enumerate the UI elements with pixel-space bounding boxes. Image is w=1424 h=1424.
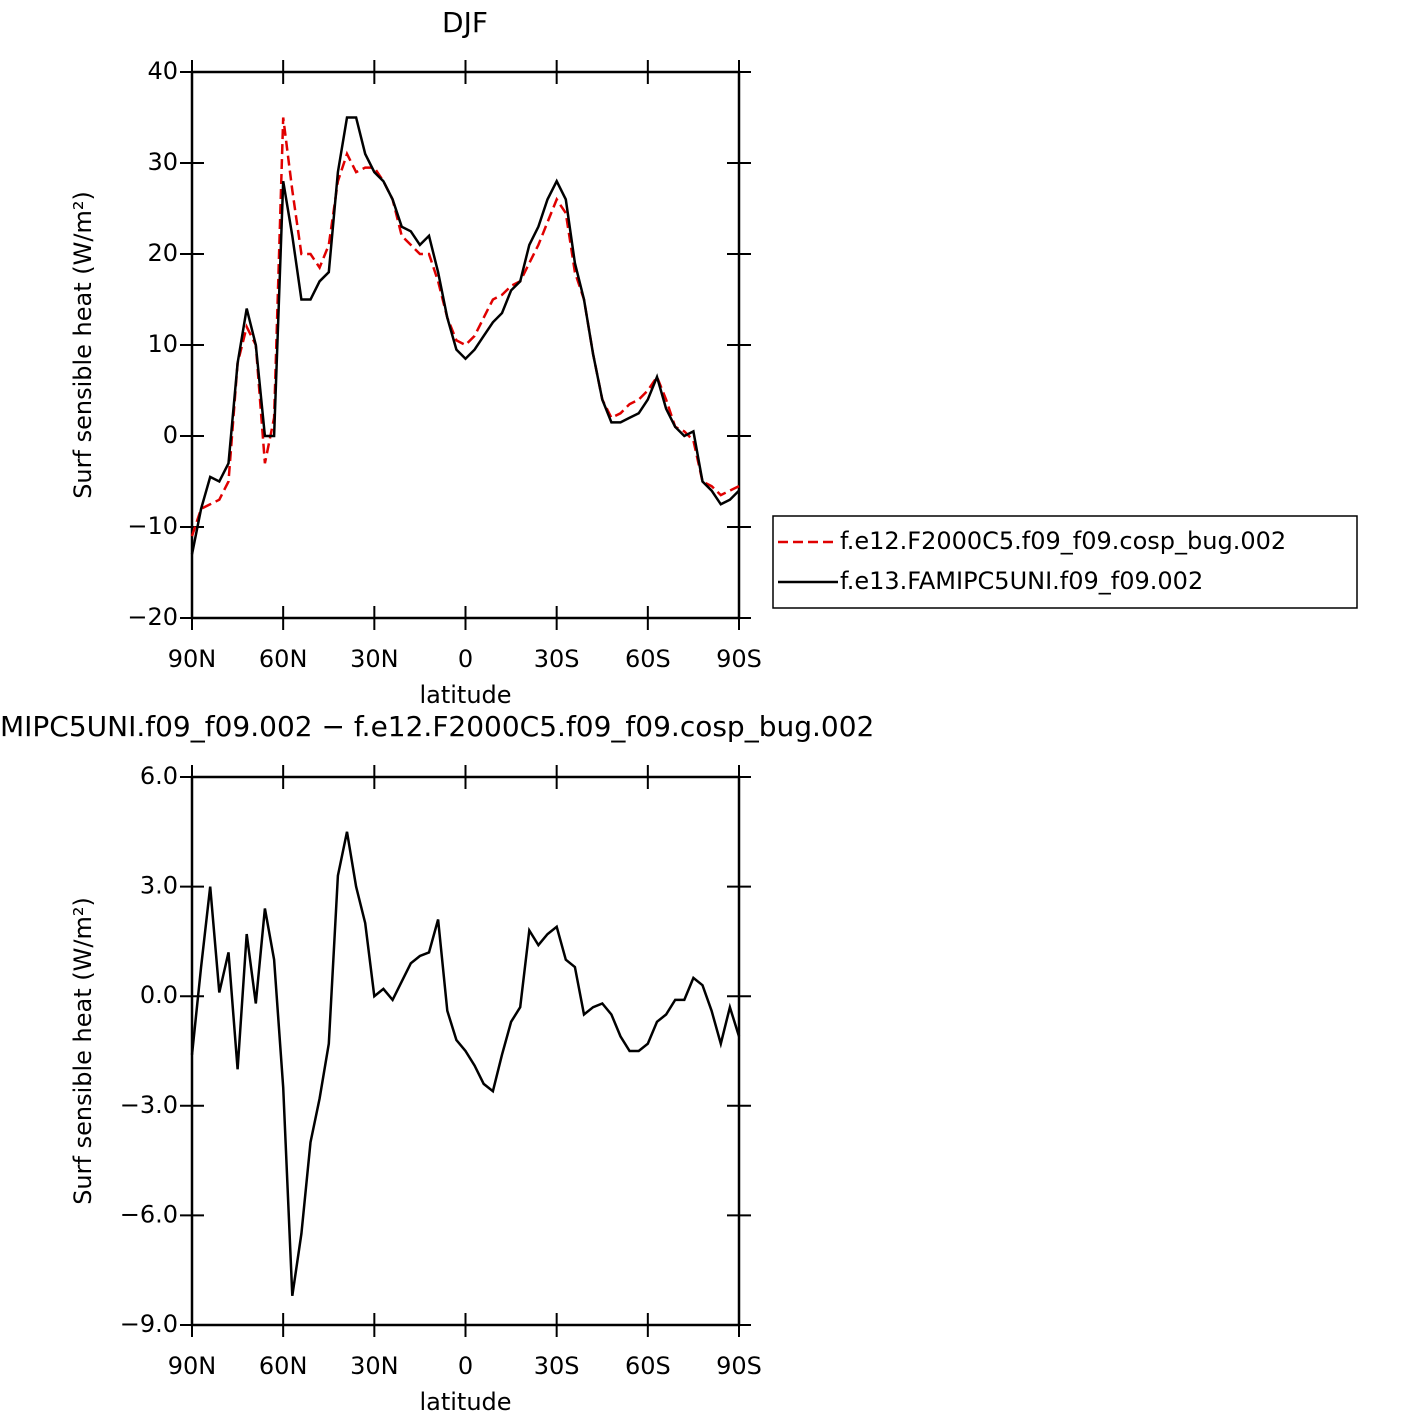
legend-box [772, 515, 1358, 609]
x-tick-label: 60N [259, 645, 308, 673]
y-tick-label: −9.0 [120, 1310, 178, 1338]
y-axis-label: Surf sensible heat (W/m²) [69, 897, 97, 1205]
x-tick-label: 60S [625, 645, 671, 673]
x-tick-label: 30S [534, 645, 580, 673]
y-tick-label: 0.0 [140, 981, 178, 1009]
x-tick-label: 90S [716, 645, 762, 673]
chart-title: MIPC5UNI.f09_f09.002 − f.e12.F2000C5.f09… [0, 710, 874, 743]
x-tick-label: 30N [350, 1352, 399, 1380]
legend-label: f.e13.FAMIPC5UNI.f09_f09.002 [840, 567, 1203, 595]
x-tick-label: 90S [716, 1352, 762, 1380]
chart-title: DJF [442, 6, 488, 39]
y-tick-label: −20 [127, 603, 178, 631]
x-tick-label: 30S [534, 1352, 580, 1380]
y-tick-label: −6.0 [120, 1200, 178, 1228]
y-tick-label: −3.0 [120, 1091, 178, 1119]
panel: DJF −20 −10 0 10 20 30 40 90N 60N 30N 0 30S 60S 90S lat… [69, 6, 762, 709]
y-tick-label: 10 [147, 330, 178, 358]
x-tick-label: 90N [168, 1352, 217, 1380]
y-tick-label: 20 [147, 239, 178, 267]
x-tick-label: 0 [458, 1352, 473, 1380]
x-tick-label: 60N [259, 1352, 308, 1380]
data-line [190, 116, 740, 555]
y-tick-label: 0 [163, 421, 178, 449]
y-tick-label: 6.0 [140, 762, 178, 790]
legend: f.e12.F2000C5.f09_f09.cosp_bug.002 f.e13.… [772, 515, 1358, 609]
legend-label: f.e12.F2000C5.f09_f09.cosp_bug.002 [840, 527, 1286, 555]
x-tick-label: 0 [458, 645, 473, 673]
y-tick-label: 30 [147, 148, 178, 176]
x-axis-label: latitude [419, 681, 511, 709]
y-tick-label: 3.0 [140, 872, 178, 900]
data-line [190, 117, 740, 537]
y-tick-label: 40 [147, 57, 178, 85]
plot-frame [190, 70, 741, 620]
x-tick-label: 90N [168, 645, 217, 673]
data-line [190, 831, 741, 1296]
y-axis-label: Surf sensible heat (W/m²) [69, 191, 97, 499]
x-axis-label: latitude [419, 1388, 511, 1416]
panel: MIPC5UNI.f09_f09.002 − f.e12.F2000C5.f09… [0, 710, 874, 1416]
x-tick-label: 60S [625, 1352, 671, 1380]
x-tick-label: 30N [350, 645, 399, 673]
y-tick-label: −10 [127, 512, 178, 540]
